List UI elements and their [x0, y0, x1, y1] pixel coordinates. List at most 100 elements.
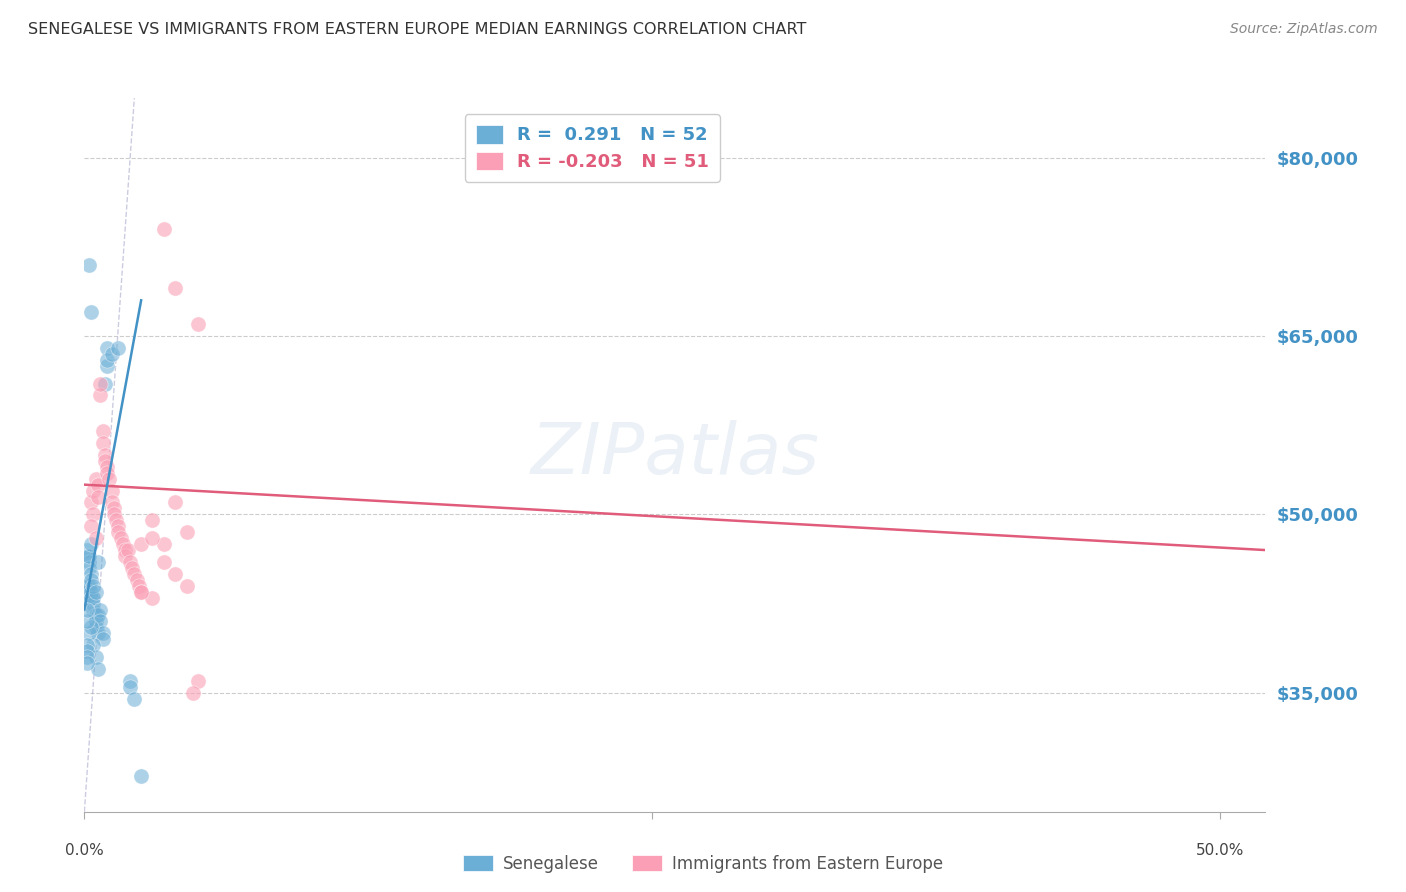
Point: [129, 769, 152, 783]
Point: [76, 584, 98, 599]
Point: [107, 519, 129, 533]
Legend: R =  0.291   N = 52, R = -0.203   N = 51: R = 0.291 N = 52, R = -0.203 N = 51: [464, 114, 720, 182]
Point: [82, 483, 104, 498]
Point: [153, 537, 176, 551]
Text: SENEGALESE VS IMMIGRANTS FROM EASTERN EUROPE MEDIAN EARNINGS CORRELATION CHART: SENEGALESE VS IMMIGRANTS FROM EASTERN EU…: [28, 22, 807, 37]
Point: [87, 555, 110, 569]
Text: ZIPatlas: ZIPatlas: [530, 420, 820, 490]
Point: [94, 448, 117, 462]
Point: [80, 305, 103, 319]
Point: [165, 495, 187, 509]
Point: [100, 483, 122, 498]
Point: [77, 579, 100, 593]
Point: [98, 472, 121, 486]
Point: [87, 626, 110, 640]
Point: [82, 602, 104, 616]
Point: [84, 620, 107, 634]
Point: [117, 543, 139, 558]
Point: [124, 691, 146, 706]
Point: [89, 602, 111, 616]
Point: [187, 317, 209, 331]
Point: [84, 531, 107, 545]
Point: [96, 459, 118, 474]
Point: [89, 388, 111, 402]
Point: [165, 281, 187, 295]
Point: [76, 650, 98, 665]
Point: [84, 615, 107, 629]
Point: [77, 555, 100, 569]
Point: [153, 222, 176, 236]
Point: [82, 597, 104, 611]
Point: [80, 573, 103, 587]
Point: [82, 591, 104, 605]
Point: [100, 347, 122, 361]
Point: [183, 686, 205, 700]
Point: [77, 549, 100, 563]
Legend: Senegalese, Immigrants from Eastern Europe: Senegalese, Immigrants from Eastern Euro…: [456, 848, 950, 880]
Point: [80, 566, 103, 581]
Point: [91, 424, 114, 438]
Point: [103, 501, 125, 516]
Point: [80, 584, 103, 599]
Point: [76, 602, 98, 616]
Point: [114, 543, 136, 558]
Point: [111, 537, 134, 551]
Point: [118, 680, 141, 694]
Point: [87, 608, 110, 623]
Point: [77, 561, 100, 575]
Point: [176, 525, 198, 540]
Point: [100, 495, 122, 509]
Point: [82, 508, 104, 522]
Point: [76, 549, 98, 563]
Point: [77, 258, 100, 272]
Point: [80, 591, 103, 605]
Point: [105, 513, 128, 527]
Point: [176, 579, 198, 593]
Text: 0.0%: 0.0%: [65, 843, 104, 858]
Point: [80, 620, 103, 634]
Point: [118, 555, 141, 569]
Point: [82, 638, 104, 652]
Point: [82, 579, 104, 593]
Point: [121, 561, 143, 575]
Point: [107, 341, 129, 355]
Point: [94, 454, 117, 468]
Point: [129, 584, 152, 599]
Point: [89, 615, 111, 629]
Point: [84, 650, 107, 665]
Point: [129, 584, 152, 599]
Point: [84, 584, 107, 599]
Point: [165, 566, 187, 581]
Point: [76, 591, 98, 605]
Text: Source: ZipAtlas.com: Source: ZipAtlas.com: [1230, 22, 1378, 37]
Point: [76, 543, 98, 558]
Point: [91, 626, 114, 640]
Point: [153, 555, 176, 569]
Point: [96, 466, 118, 480]
Point: [80, 537, 103, 551]
Point: [141, 591, 163, 605]
Point: [128, 579, 150, 593]
Point: [76, 638, 98, 652]
Point: [91, 632, 114, 647]
Point: [141, 531, 163, 545]
Point: [118, 673, 141, 688]
Point: [89, 376, 111, 391]
Point: [114, 549, 136, 563]
Point: [80, 495, 103, 509]
Point: [84, 472, 107, 486]
Point: [77, 626, 100, 640]
Text: 50.0%: 50.0%: [1195, 843, 1244, 858]
Point: [107, 525, 129, 540]
Point: [87, 490, 110, 504]
Point: [87, 477, 110, 491]
Point: [141, 513, 163, 527]
Point: [103, 508, 125, 522]
Point: [96, 352, 118, 367]
Point: [76, 579, 98, 593]
Point: [76, 644, 98, 658]
Point: [187, 673, 209, 688]
Point: [110, 531, 132, 545]
Point: [80, 519, 103, 533]
Point: [91, 436, 114, 450]
